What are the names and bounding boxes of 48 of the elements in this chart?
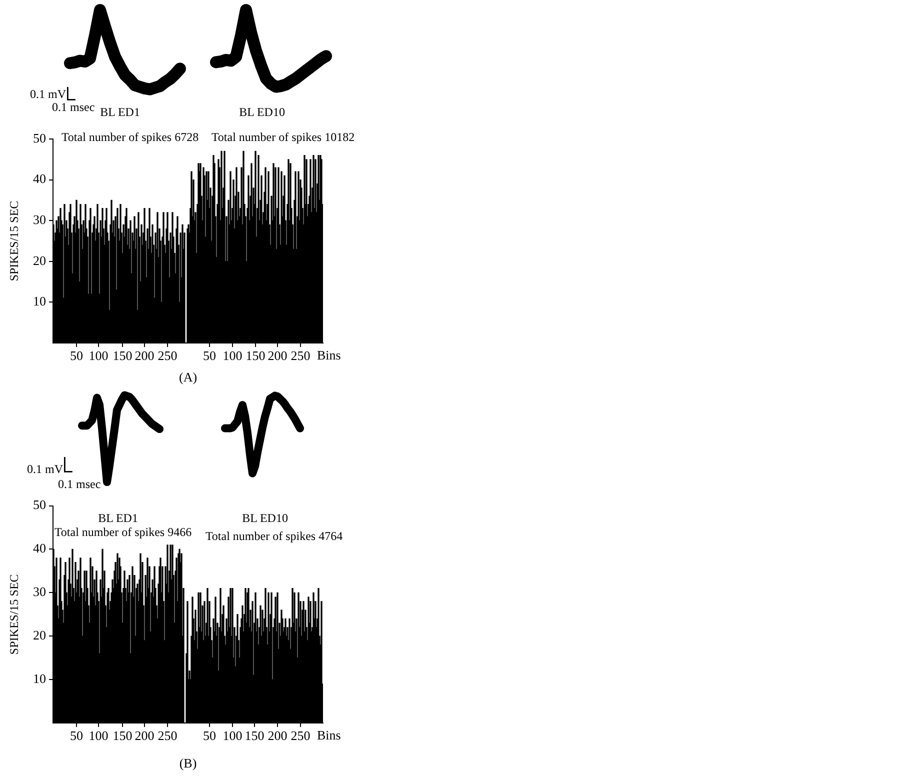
x-axis-title: Bins <box>317 727 341 742</box>
y-tick-label: 10 <box>33 670 46 686</box>
x-axis-title: Bins <box>317 347 341 362</box>
x-tick-label: 150 <box>112 348 132 364</box>
annotation: BL ED10 <box>242 511 288 526</box>
x-tick-label: 150 <box>112 728 132 744</box>
text: (A) <box>178 369 198 384</box>
y-tick-label: 40 <box>33 171 46 186</box>
y-tick-label: 10 <box>33 294 46 309</box>
annotation: Total number of spikes 4764 <box>205 529 343 544</box>
y-tick-label: 50 <box>33 497 46 512</box>
y-tick-label: 30 <box>33 584 46 600</box>
x-tick-label: 200 <box>134 348 154 364</box>
x-tick-label: 50 <box>203 728 216 744</box>
x-tick-label: 250 <box>158 728 178 744</box>
text: 0.1 mV <box>30 87 66 102</box>
x-tick-label: 250 <box>290 348 310 364</box>
x-tick-label: 150 <box>244 728 264 744</box>
y-tick-label: 20 <box>33 252 46 268</box>
x-tick-label: 200 <box>268 728 288 744</box>
x-tick-label: 100 <box>88 348 108 364</box>
y-axis-title: SPIKES/15 SEC <box>7 574 22 655</box>
y-tick-label: 30 <box>33 212 46 228</box>
annotation: Total number of spikes 9466 <box>54 525 192 540</box>
x-tick-label: 200 <box>134 728 154 744</box>
x-tick-label: 150 <box>246 348 266 364</box>
x-tick-label: 100 <box>222 348 242 364</box>
text: 0.1 mV <box>27 462 64 476</box>
annotation: Total number of spikes 10182 <box>211 130 355 144</box>
text: BL ED1 <box>100 105 140 120</box>
x-tick-label: 100 <box>222 728 242 744</box>
x-tick-label: 200 <box>268 348 288 364</box>
annotation: BL ED1 <box>98 511 138 526</box>
y-tick-label: 20 <box>33 628 46 643</box>
annotation: 0.1 msec <box>58 477 101 492</box>
text: (B) <box>179 755 197 770</box>
x-tick-label: 250 <box>290 728 310 744</box>
y-tick-label: 50 <box>33 130 46 146</box>
x-tick-label: 250 <box>158 348 178 364</box>
x-tick-label: 50 <box>70 728 83 744</box>
text: 0.1 msec <box>52 100 95 114</box>
x-tick-label: 50 <box>70 348 83 364</box>
x-tick-label: 50 <box>203 348 216 364</box>
x-tick-label: 100 <box>88 728 108 744</box>
annotation: Total number of spikes 6728 <box>61 130 199 144</box>
y-tick-label: 40 <box>33 540 46 556</box>
text: BL ED10 <box>239 105 285 120</box>
y-axis-title: SPIKES/15 SEC <box>7 200 22 282</box>
